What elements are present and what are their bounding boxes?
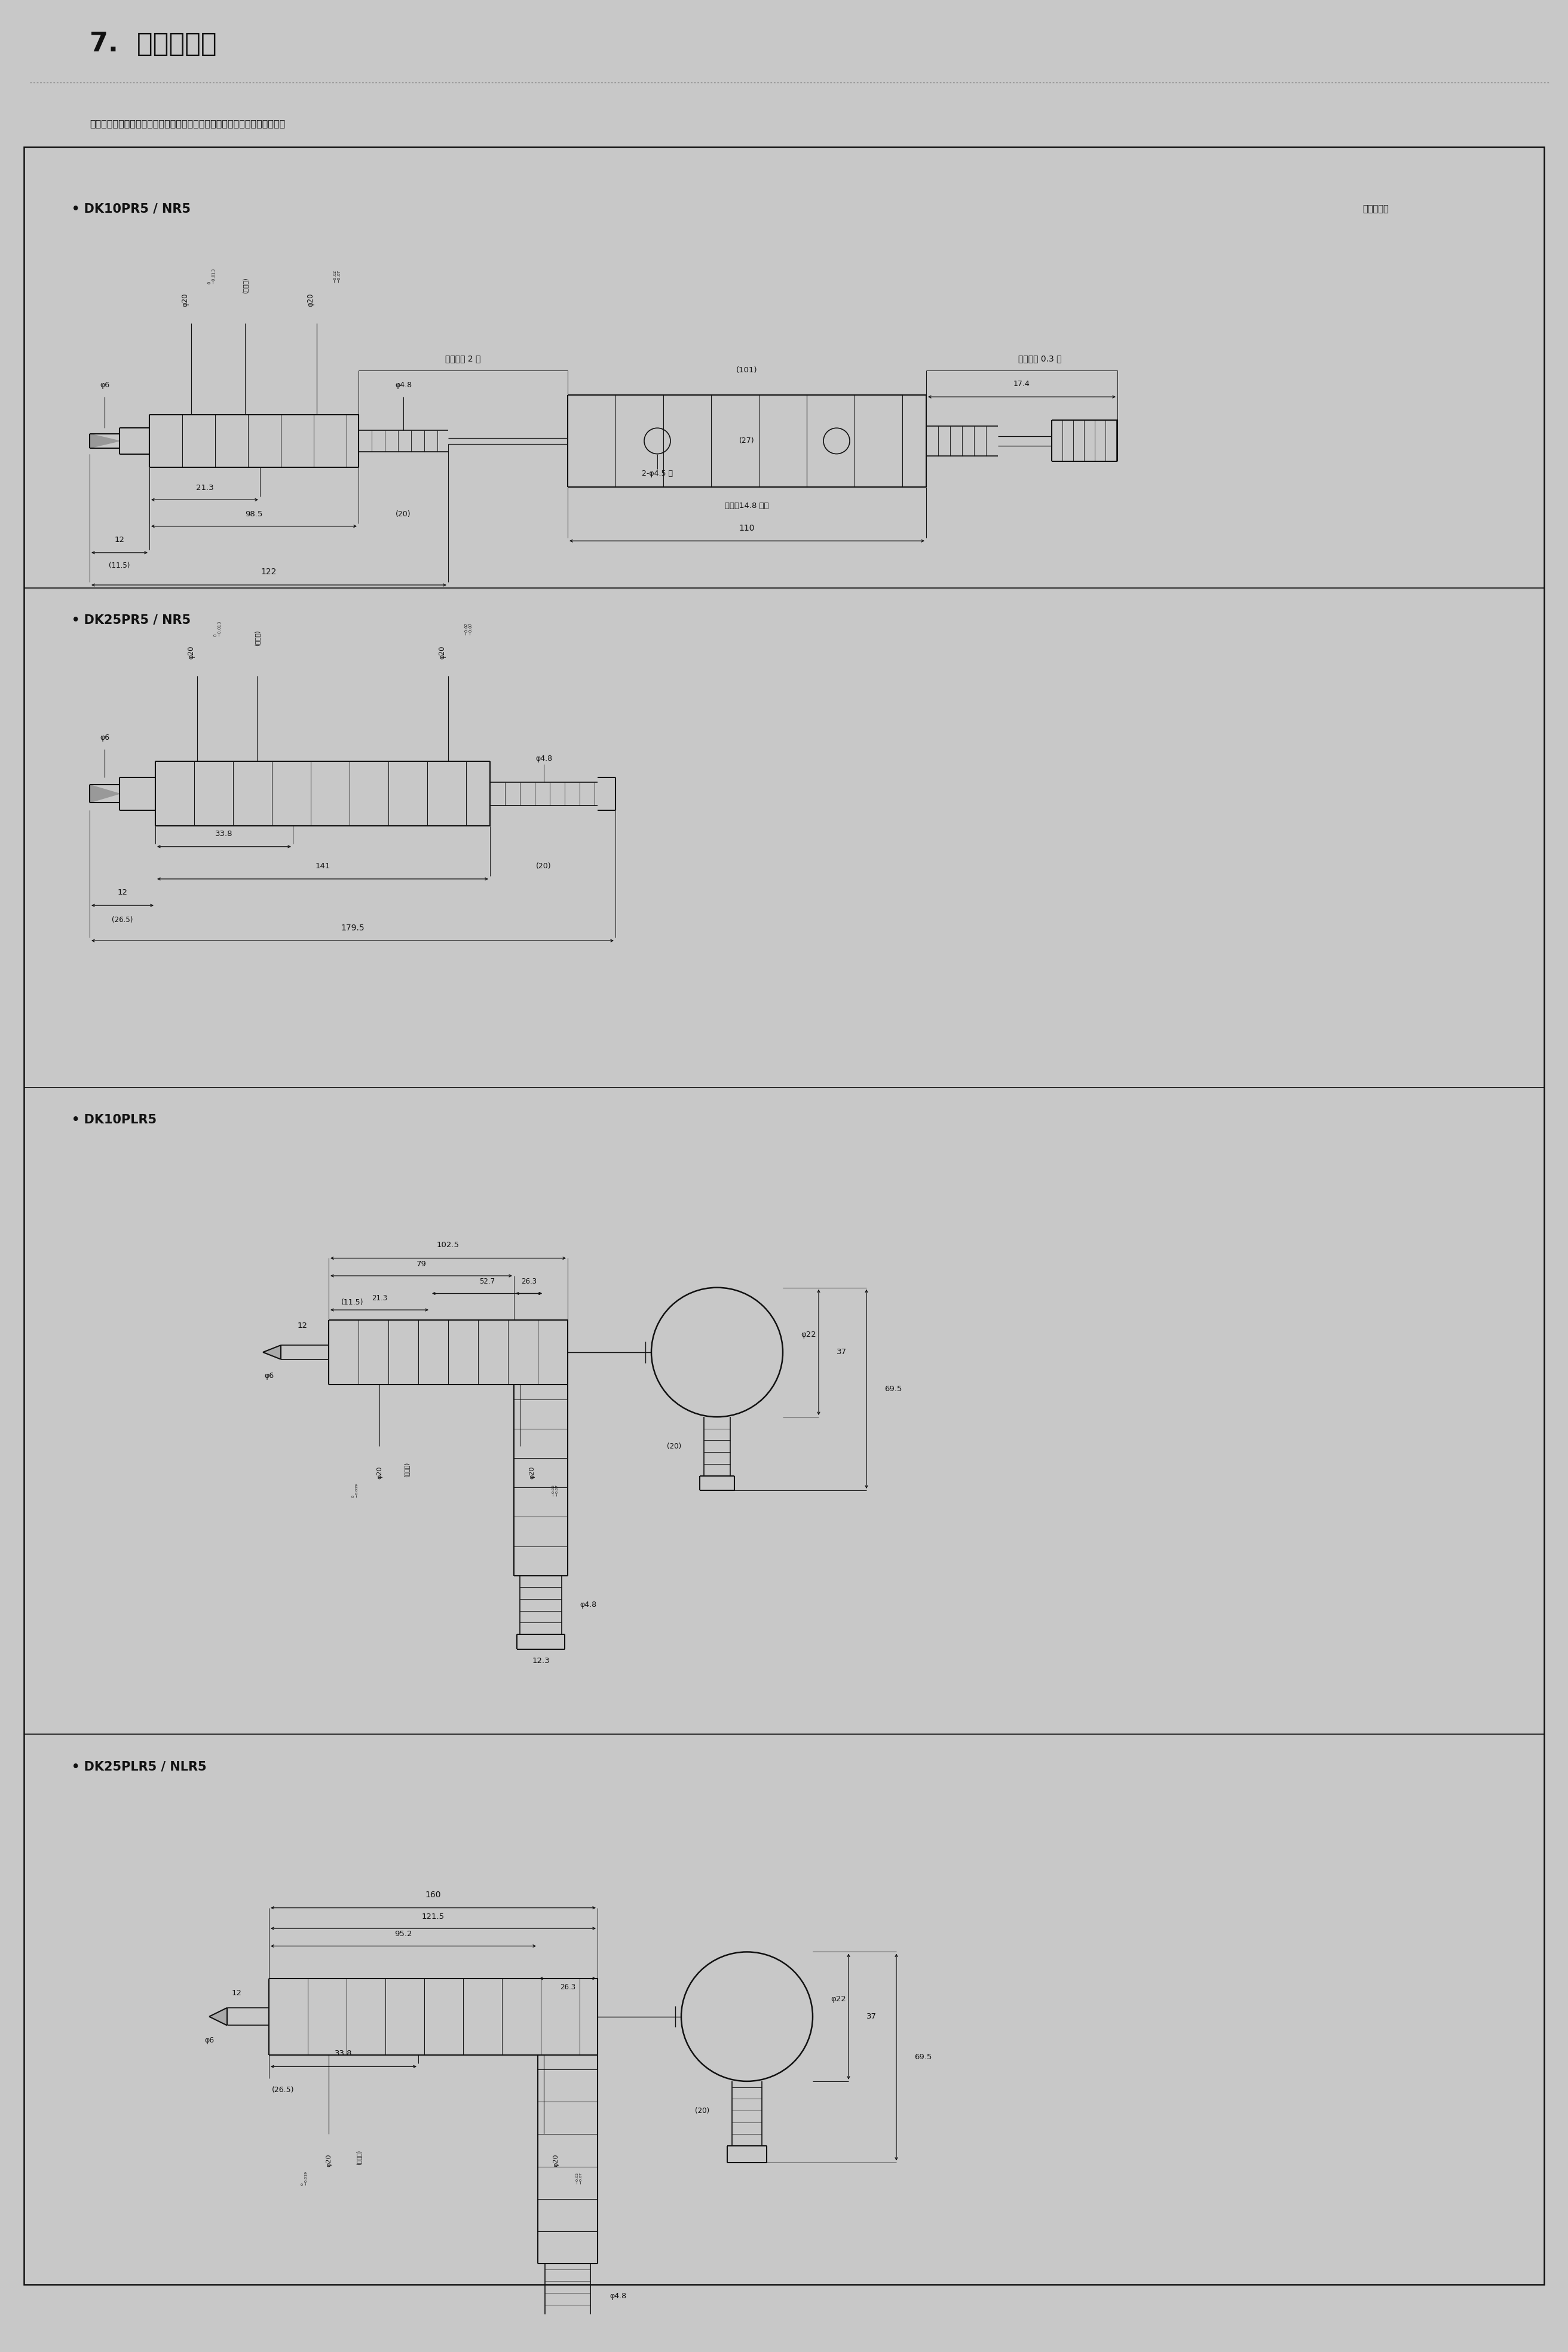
Text: φ4.8: φ4.8 — [395, 381, 412, 388]
Text: (20): (20) — [395, 510, 411, 517]
Text: 52.7: 52.7 — [480, 1277, 495, 1287]
Text: φ20: φ20 — [376, 1465, 383, 1479]
Text: • DK25PR5 / NR5: • DK25PR5 / NR5 — [72, 614, 191, 626]
Text: 121.5: 121.5 — [422, 1912, 445, 1922]
Text: (20): (20) — [666, 1442, 681, 1451]
Text: 102.5: 102.5 — [437, 1242, 459, 1249]
Text: (27): (27) — [739, 437, 754, 445]
Text: $^{0}_{-0.013}$: $^{0}_{-0.013}$ — [207, 268, 216, 285]
Polygon shape — [89, 786, 119, 802]
Text: 26.3: 26.3 — [560, 1983, 575, 1992]
Text: φ22: φ22 — [801, 1331, 815, 1338]
Text: • DK25PLR5 / NLR5: • DK25PLR5 / NLR5 — [72, 1762, 207, 1773]
Text: 122: 122 — [260, 567, 278, 576]
Text: φ20: φ20 — [182, 294, 190, 306]
Text: 21.3: 21.3 — [372, 1294, 387, 1303]
Text: $^{-0.02}_{-0.07}$: $^{-0.02}_{-0.07}$ — [464, 623, 474, 635]
Text: (中空管): (中空管) — [356, 2150, 362, 2166]
Text: $^{-0.02}_{-0.07}$: $^{-0.02}_{-0.07}$ — [552, 1484, 560, 1496]
Text: $^{0}_{-0.019}$: $^{0}_{-0.019}$ — [301, 2171, 309, 2185]
Text: (中空管): (中空管) — [241, 278, 248, 294]
Text: φ22: φ22 — [831, 1994, 847, 2004]
Text: 12: 12 — [118, 889, 127, 896]
Text: 26.3: 26.3 — [521, 1277, 536, 1287]
Text: φ4.8: φ4.8 — [535, 755, 552, 762]
Text: φ6: φ6 — [263, 1371, 274, 1381]
Text: φ4.8: φ4.8 — [580, 1602, 596, 1609]
Text: φ6: φ6 — [100, 734, 110, 741]
Text: 厚度：14.8 毫米: 厚度：14.8 毫米 — [724, 501, 768, 510]
Text: 98.5: 98.5 — [245, 510, 263, 517]
Text: • DK10PLR5: • DK10PLR5 — [72, 1115, 157, 1127]
Text: 69.5: 69.5 — [884, 1385, 902, 1392]
Text: 160: 160 — [425, 1891, 441, 1898]
Text: (中空管): (中空管) — [403, 1463, 409, 1477]
Text: (11.5): (11.5) — [108, 562, 130, 569]
Text: 单位：毫米: 单位：毫米 — [1363, 205, 1389, 214]
Text: 12: 12 — [114, 536, 124, 543]
Text: 79: 79 — [416, 1261, 426, 1268]
Text: $^{-0.02}_{-0.07}$: $^{-0.02}_{-0.07}$ — [575, 2171, 585, 2185]
Text: φ6: φ6 — [100, 381, 110, 388]
Text: 33.8: 33.8 — [336, 2049, 353, 2058]
Text: $^{0}_{-0.013}$: $^{0}_{-0.013}$ — [213, 621, 223, 637]
Text: (中空管): (中空管) — [254, 630, 260, 647]
Text: (26.5): (26.5) — [271, 2086, 295, 2093]
Text: 7.  外形尺寸图: 7. 外形尺寸图 — [89, 31, 216, 56]
Text: (11.5): (11.5) — [342, 1298, 364, 1305]
Polygon shape — [209, 2009, 227, 2025]
Polygon shape — [263, 1345, 281, 1359]
Text: 141: 141 — [315, 863, 331, 870]
Text: 如果对本产品的一部分进行改良，其外观和规格将发生变化，恕不另行通知。: 如果对本产品的一部分进行改良，其外观和规格将发生变化，恕不另行通知。 — [89, 120, 285, 127]
Text: (20): (20) — [536, 863, 552, 870]
Text: 2-φ4.5 孔: 2-φ4.5 孔 — [641, 470, 673, 477]
Text: 12: 12 — [232, 1990, 241, 1997]
Text: φ20: φ20 — [439, 647, 445, 659]
Text: φ20: φ20 — [307, 294, 315, 306]
Text: 179.5: 179.5 — [340, 924, 364, 931]
Text: φ4.8: φ4.8 — [610, 2291, 626, 2300]
Text: φ20: φ20 — [187, 647, 194, 659]
Text: 33.8: 33.8 — [215, 830, 234, 837]
Text: 69.5: 69.5 — [914, 2053, 931, 2060]
Text: 12: 12 — [298, 1322, 307, 1329]
Text: φ20: φ20 — [528, 1465, 535, 1479]
Text: (20): (20) — [695, 2107, 709, 2114]
Text: 电缆长度 2 米: 电缆长度 2 米 — [445, 355, 481, 362]
Text: $^{-0.02}_{-0.07}$: $^{-0.02}_{-0.07}$ — [332, 270, 343, 282]
Text: 17.4: 17.4 — [1013, 381, 1030, 388]
Text: φ20: φ20 — [326, 2154, 332, 2166]
Polygon shape — [89, 433, 119, 447]
Text: • DK10PR5 / NR5: • DK10PR5 / NR5 — [72, 202, 191, 214]
Text: $^{0}_{-0.019}$: $^{0}_{-0.019}$ — [351, 1482, 361, 1498]
Text: 12.3: 12.3 — [532, 1658, 550, 1665]
Text: φ20: φ20 — [554, 2154, 558, 2166]
Text: 37: 37 — [837, 1348, 847, 1357]
Text: 95.2: 95.2 — [395, 1931, 412, 1938]
Text: (101): (101) — [737, 367, 757, 374]
Text: (26.5): (26.5) — [111, 917, 133, 924]
Text: φ6: φ6 — [204, 2037, 213, 2044]
Text: 电缆长度 0.3 米: 电缆长度 0.3 米 — [1018, 355, 1062, 362]
Text: 21.3: 21.3 — [196, 485, 213, 492]
Text: 37: 37 — [867, 2013, 877, 2020]
Text: 110: 110 — [739, 524, 754, 532]
